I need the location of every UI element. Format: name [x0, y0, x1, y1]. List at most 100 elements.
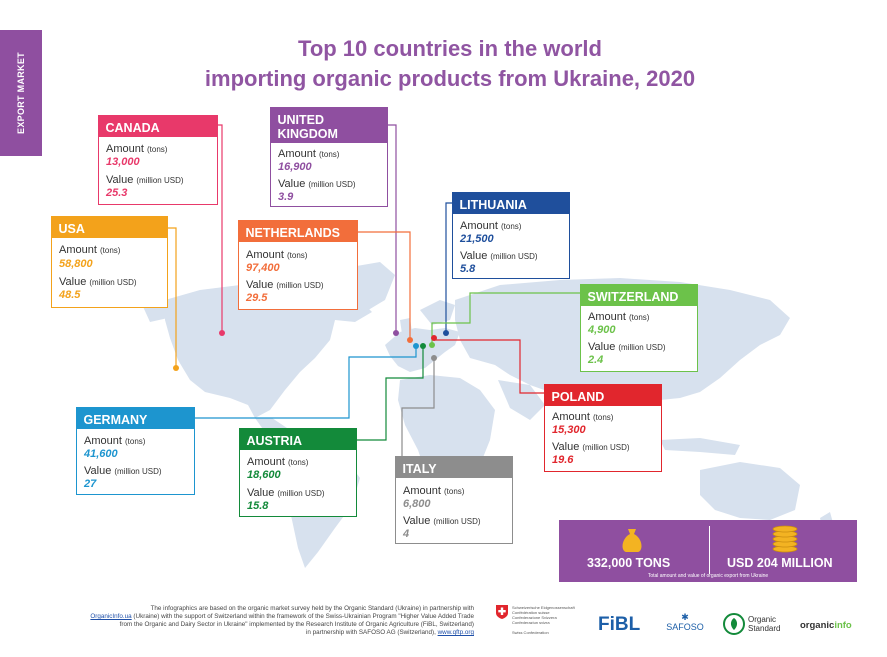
- amount-label: Amount (tons): [588, 311, 650, 323]
- amount-label: Amount (tons): [246, 249, 308, 261]
- organic-standard-line-2: Standard: [748, 624, 781, 633]
- marker-poland: [431, 335, 437, 341]
- value-value-italy: 4: [403, 528, 410, 540]
- value-label: Value (million USD): [246, 279, 324, 291]
- value-value-poland: 19.6: [552, 454, 574, 466]
- value-label: Value (million USD): [588, 341, 666, 353]
- country-name-germany: GERMANY: [75, 406, 195, 429]
- footer-note: The infographics are based on the organi…: [50, 605, 474, 637]
- swiss-sub: Swiss Confederation: [512, 630, 549, 635]
- amount-value-austria: 18,600: [247, 469, 281, 481]
- country-name-poland: POLAND: [543, 383, 662, 406]
- marker-austria: [420, 343, 426, 349]
- connector-lithuania: [445, 202, 453, 333]
- amount-value-italy: 6,800: [403, 498, 431, 510]
- country-name-uk: UNITED KINGDOM: [269, 106, 388, 143]
- page-title: Top 10 countries in the world importing …: [150, 34, 750, 94]
- marker-lithuania: [443, 330, 449, 336]
- value-value-canada: 25.3: [106, 187, 128, 199]
- country-name-usa: USA: [50, 215, 168, 238]
- leaf-circle-icon: [723, 613, 745, 635]
- connector-canada: [218, 124, 223, 333]
- country-name-switzerland: SWITZERLAND: [579, 283, 698, 306]
- amount-value-uk: 16,900: [278, 161, 312, 173]
- organicinfo-text-b: info: [834, 620, 852, 631]
- value-value-germany: 27: [84, 478, 97, 490]
- footer-line-2: OrganicInfo.ua (Ukraine) with the suppor…: [90, 613, 474, 620]
- swiss-line-4: Confederaziun svizra: [512, 620, 550, 625]
- value-value-lithuania: 5.8: [460, 263, 476, 275]
- value-label: Value (million USD): [59, 276, 137, 288]
- amount-label: Amount (tons): [84, 435, 146, 447]
- value-value-usa: 48.5: [59, 289, 81, 301]
- value-label: Value (million USD): [106, 174, 184, 186]
- country-card-poland: POLAND Amount (tons) 15,300 Value (milli…: [543, 383, 662, 472]
- amount-label: Amount (tons): [247, 456, 309, 468]
- footer-line-3: from the Organic and Dairy Sector in Ukr…: [119, 621, 474, 628]
- country-card-netherlands: NETHERLANDS Amount (tons) 97,400 Value (…: [237, 219, 358, 310]
- connector-switzerland: [431, 292, 580, 345]
- organic-standard-line-1: Organic: [748, 615, 777, 624]
- safoso-text: SAFOSO: [666, 622, 704, 632]
- marker-netherlands: [407, 337, 413, 343]
- country-card-austria: AUSTRIA Amount (tons) 18,600 Value (mill…: [238, 427, 357, 517]
- country-card-canada: CANADA Amount (tons) 13,000 Value (milli…: [97, 114, 218, 205]
- money-bag-icon: [622, 529, 642, 552]
- value-value-uk: 3.9: [278, 191, 294, 203]
- title-line-2: importing organic products from Ukraine,…: [204, 66, 696, 91]
- qftp-link[interactable]: www.qftp.org: [437, 629, 474, 636]
- summary-divider: [709, 526, 710, 574]
- organic-standard-logo: Organic Standard: [723, 612, 793, 638]
- marker-switzerland: [429, 342, 435, 348]
- amount-value-netherlands: 97,400: [246, 262, 280, 274]
- swiss-line-1: Schweizerische Eidgenossenschaft: [512, 605, 575, 610]
- summary-caption: Total amount and value of organic export…: [647, 573, 769, 579]
- marker-germany: [413, 343, 419, 349]
- organicinfo-text-a: organic: [800, 620, 835, 631]
- country-card-germany: GERMANY Amount (tons) 41,600 Value (mill…: [75, 406, 195, 495]
- footer-line-1: The infographics are based on the organi…: [150, 605, 474, 612]
- footer-line-4: in partnership with SAFOSO AG (Switzerla…: [306, 629, 474, 636]
- total-tons: 332,000 TONS: [587, 556, 671, 570]
- summary-panel: 332,000 TONS USD 204 MILLION Total amoun…: [559, 520, 857, 582]
- safoso-mark-icon: ✱: [681, 612, 689, 622]
- value-label: Value (million USD): [84, 465, 162, 477]
- amount-value-lithuania: 21,500: [460, 233, 494, 245]
- country-card-lithuania: LITHUANIA Amount (tons) 21,500 Value (mi…: [451, 191, 570, 279]
- amount-label: Amount (tons): [403, 485, 465, 497]
- amount-value-usa: 58,800: [59, 258, 93, 270]
- organicinfo-link[interactable]: OrganicInfo.ua: [90, 613, 132, 620]
- marker-usa: [173, 365, 179, 371]
- value-label: Value (million USD): [460, 250, 538, 262]
- marker-italy: [431, 355, 437, 361]
- organicinfo-logo: organicinfo: [800, 620, 852, 631]
- country-card-switzerland: SWITZERLAND Amount (tons) 4,900 Value (m…: [579, 283, 698, 372]
- country-name-italy: ITALY: [394, 455, 513, 478]
- value-value-switzerland: 2.4: [588, 354, 604, 366]
- connector-austria: [357, 346, 424, 441]
- safoso-logo: ✱ SAFOSO: [660, 612, 710, 632]
- connector-netherlands: [358, 231, 411, 340]
- amount-value-canada: 13,000: [106, 156, 140, 168]
- country-markers: [173, 330, 449, 371]
- amount-label: Amount (tons): [59, 244, 121, 256]
- marker-canada: [219, 330, 225, 336]
- value-label: Value (million USD): [552, 441, 630, 453]
- swiss-shield-icon: [496, 605, 508, 619]
- value-value-netherlands: 29.5: [246, 292, 268, 304]
- marker-uk: [393, 330, 399, 336]
- swiss-line-2: Confédération suisse: [512, 610, 550, 615]
- title-line-1: Top 10 countries in the world: [298, 36, 602, 61]
- value-label: Value (million USD): [247, 487, 325, 499]
- connector-usa: [168, 227, 177, 368]
- country-name-netherlands: NETHERLANDS: [237, 219, 358, 242]
- amount-label: Amount (tons): [278, 148, 340, 160]
- value-value-austria: 15.8: [247, 500, 269, 512]
- total-usd: USD 204 MILLION: [727, 556, 833, 570]
- fibl-logo: FiBL: [598, 614, 641, 635]
- amount-label: Amount (tons): [106, 143, 168, 155]
- coins-icon: [772, 525, 798, 553]
- connector-uk: [388, 124, 397, 333]
- country-name-lithuania: LITHUANIA: [451, 191, 570, 214]
- country-name-austria: AUSTRIA: [238, 427, 357, 450]
